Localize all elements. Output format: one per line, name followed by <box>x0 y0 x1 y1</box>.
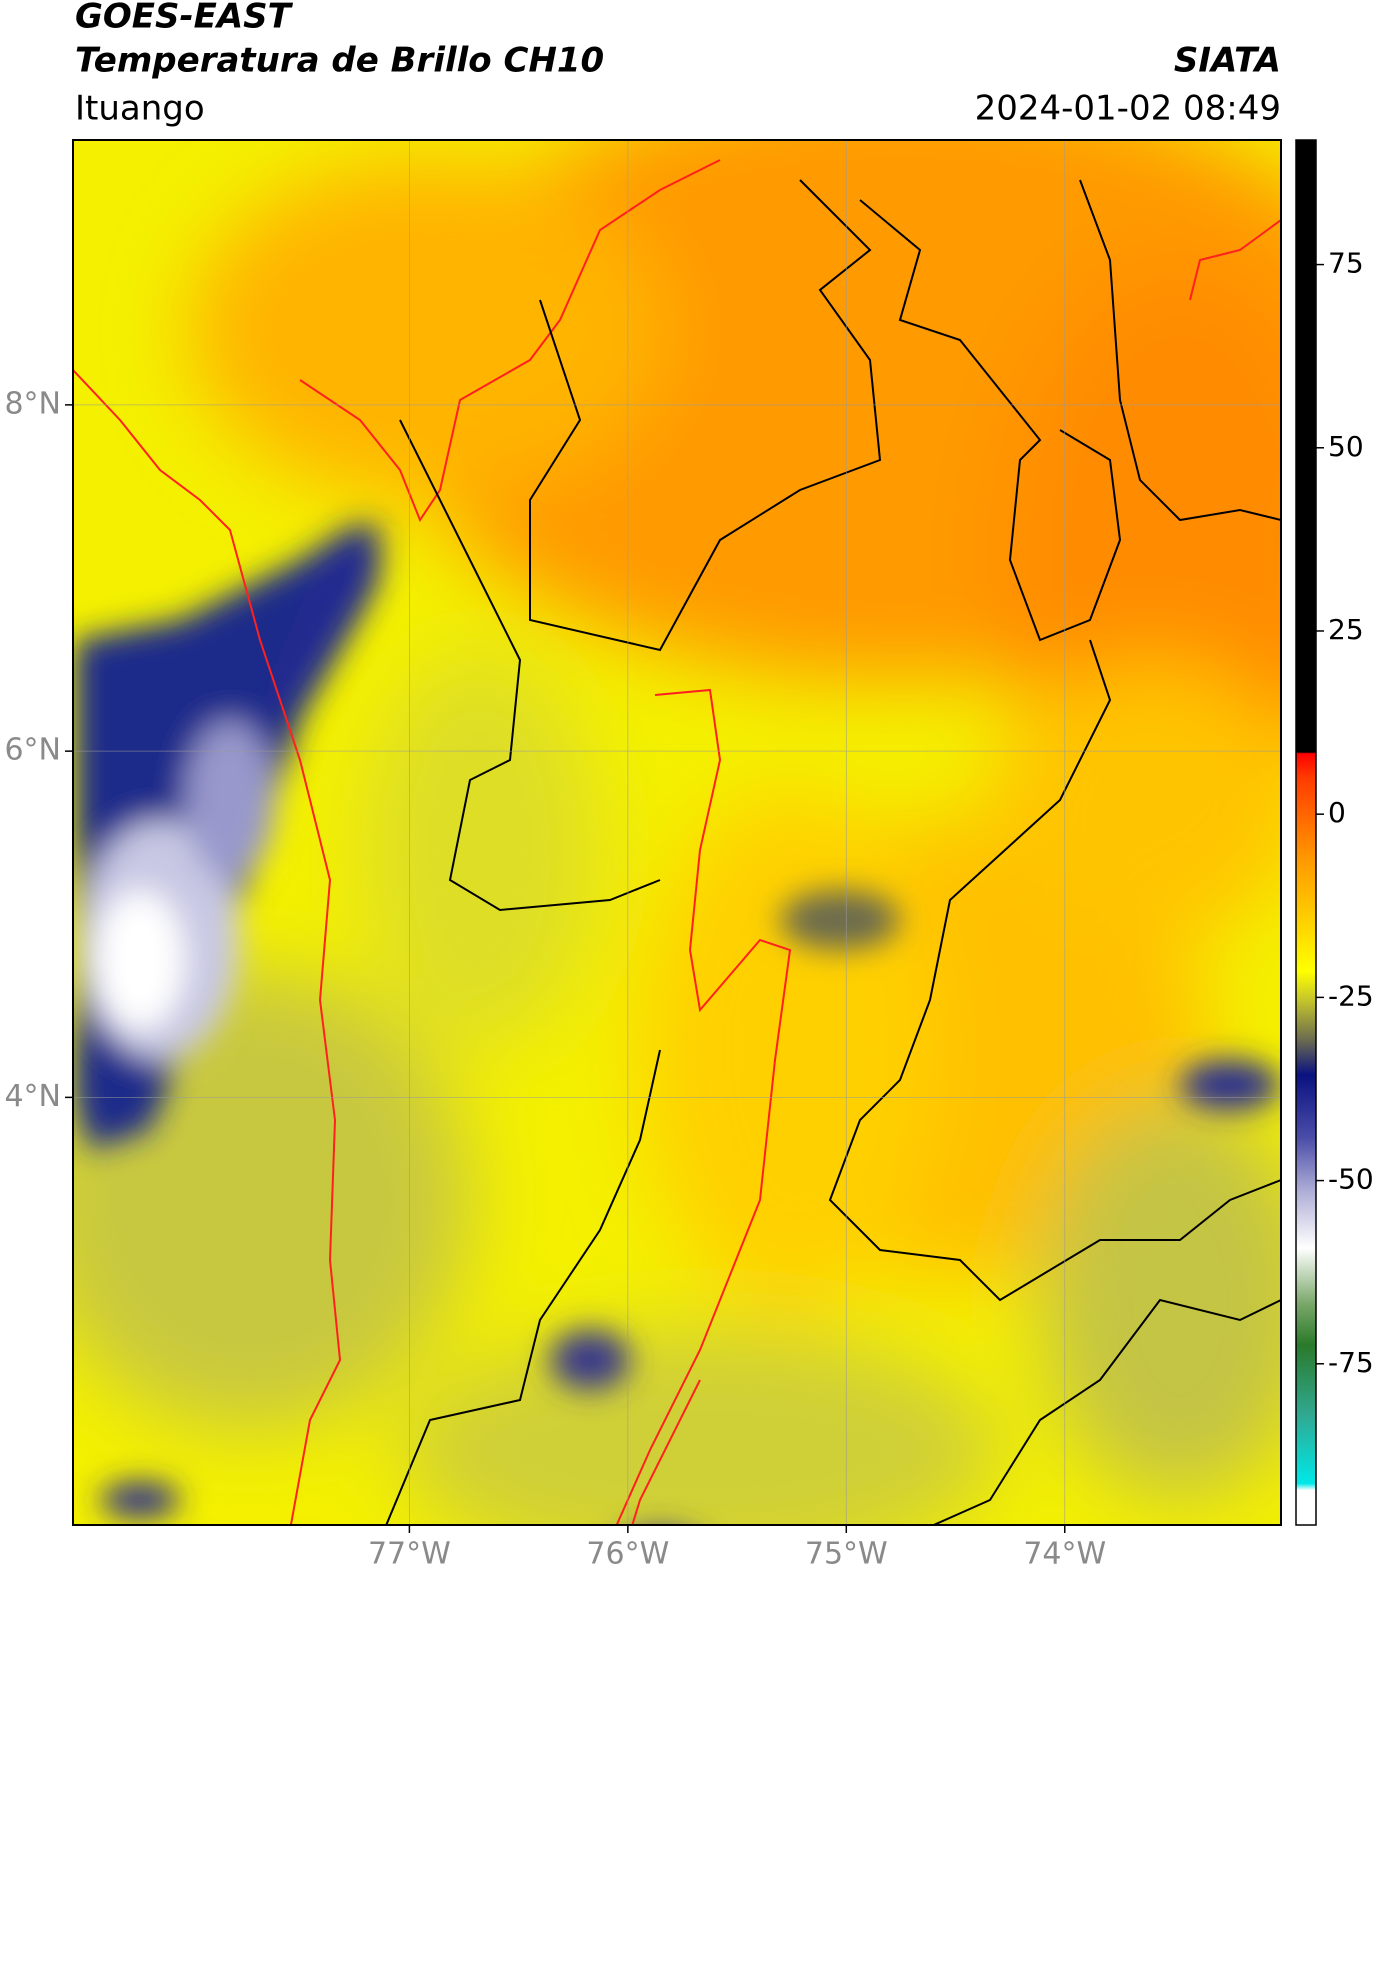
colorbar-tick-label: -75 <box>1328 1346 1374 1379</box>
satellite-image <box>73 140 1281 1525</box>
agency: SIATA <box>1174 41 1281 81</box>
product-title: Temperatura de Brillo CH10 <box>75 41 604 81</box>
y-tick-label: 6°N <box>4 733 61 768</box>
colorbar-tick-label: -25 <box>1328 979 1374 1012</box>
map-frame <box>72 139 1282 1526</box>
datetime: 2024-01-02 08:49 <box>975 89 1281 129</box>
colorbar-tick-label: 50 <box>1328 430 1364 463</box>
colorbar-tick-label: -50 <box>1328 1163 1374 1196</box>
x-tick-label: 75°W <box>805 1537 888 1572</box>
location: Ituango <box>75 89 205 129</box>
y-tick-label: 8°N <box>4 386 61 421</box>
x-tick-label: 77°W <box>368 1537 451 1572</box>
colorbar-tick-label: 75 <box>1328 247 1364 280</box>
colorbar-tick-label: 0 <box>1328 796 1346 829</box>
colorbar <box>1295 139 1317 1526</box>
satellite-title: GOES-EAST <box>75 0 294 37</box>
colorbar-tick-label: 25 <box>1328 613 1364 646</box>
graticule <box>65 140 1281 1533</box>
y-tick-label: 4°N <box>4 1079 61 1114</box>
colorbar-ticks: 75 50 25 0 -25 -50 -75 <box>1316 247 1374 1379</box>
x-tick-label: 76°W <box>586 1537 669 1572</box>
x-tick-label: 74°W <box>1023 1537 1106 1572</box>
